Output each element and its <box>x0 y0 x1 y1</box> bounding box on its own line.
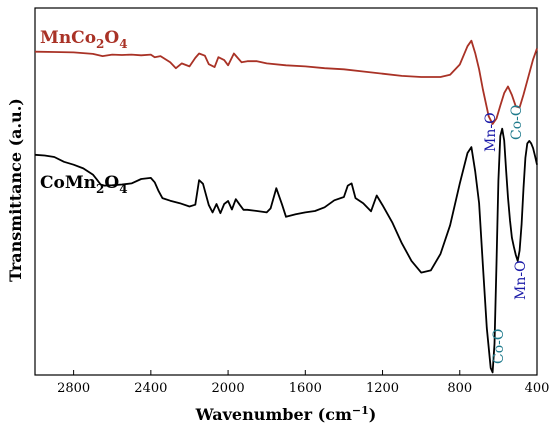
series-label-MnCo2O4: MnCo2O4 <box>40 28 128 51</box>
x-tick-label: 2400 <box>134 381 167 396</box>
x-tick-label: 800 <box>447 381 472 396</box>
series-layer <box>34 39 538 374</box>
y-axis-label: Transmittance (a.u.) <box>6 98 25 282</box>
series-labels: MnCo2O4 CoMn2O4 <box>40 28 128 196</box>
x-tick-label: 1600 <box>289 381 322 396</box>
x-tick-label: 2800 <box>57 381 90 396</box>
plot-area: 2800 2400 2000 1600 1200 800 400 Mn-O Co-O Mn-O C… <box>34 7 549 396</box>
x-ticks: 2800 2400 2000 1600 1200 800 400 <box>57 370 549 396</box>
series-label-CoMn2O4: CoMn2O4 <box>40 173 128 196</box>
series-line-CoMn2O4 <box>34 127 538 374</box>
annotation-mn-o: Mn-O <box>513 260 529 300</box>
x-tick-label: 400 <box>525 381 550 396</box>
x-tick-label: 2000 <box>212 381 245 396</box>
plot-frame <box>34 7 538 376</box>
annotation-mn-o: Mn-O <box>483 112 499 152</box>
x-axis-label: Wavenumber (cm−1) <box>195 404 377 424</box>
annotation-co-o: Co-O <box>509 105 525 140</box>
annotations: Mn-O Co-O Mn-O Co-O <box>483 105 529 364</box>
series-line-MnCo2O4 <box>34 39 538 125</box>
x-tick-label: 1200 <box>366 381 399 396</box>
annotation-co-o: Co-O <box>491 329 507 364</box>
